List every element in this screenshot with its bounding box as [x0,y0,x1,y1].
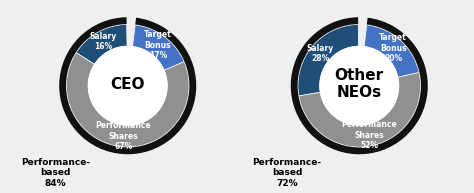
Wedge shape [66,53,189,147]
Wedge shape [59,17,196,154]
Text: Target
Bonus
17%: Target Bonus 17% [144,30,172,60]
Text: Salary
28%: Salary 28% [307,44,334,63]
Text: Performance
Shares
52%: Performance Shares 52% [341,120,397,150]
Text: CEO: CEO [110,77,145,92]
Wedge shape [133,25,184,70]
Wedge shape [298,25,359,96]
Text: Salary
16%: Salary 16% [90,32,117,51]
Text: Performance
Shares
67%: Performance Shares 67% [96,121,151,151]
Text: Target
Bonus
20%: Target Bonus 20% [379,33,407,63]
Text: Performance-
based
84%: Performance- based 84% [21,158,90,188]
Text: Performance-
based
72%: Performance- based 72% [253,158,322,188]
Wedge shape [364,25,419,77]
Text: Other
NEOs: Other NEOs [335,68,384,101]
Wedge shape [291,17,428,154]
Wedge shape [76,25,127,64]
Circle shape [319,46,399,125]
Circle shape [88,46,167,125]
Wedge shape [299,72,420,147]
